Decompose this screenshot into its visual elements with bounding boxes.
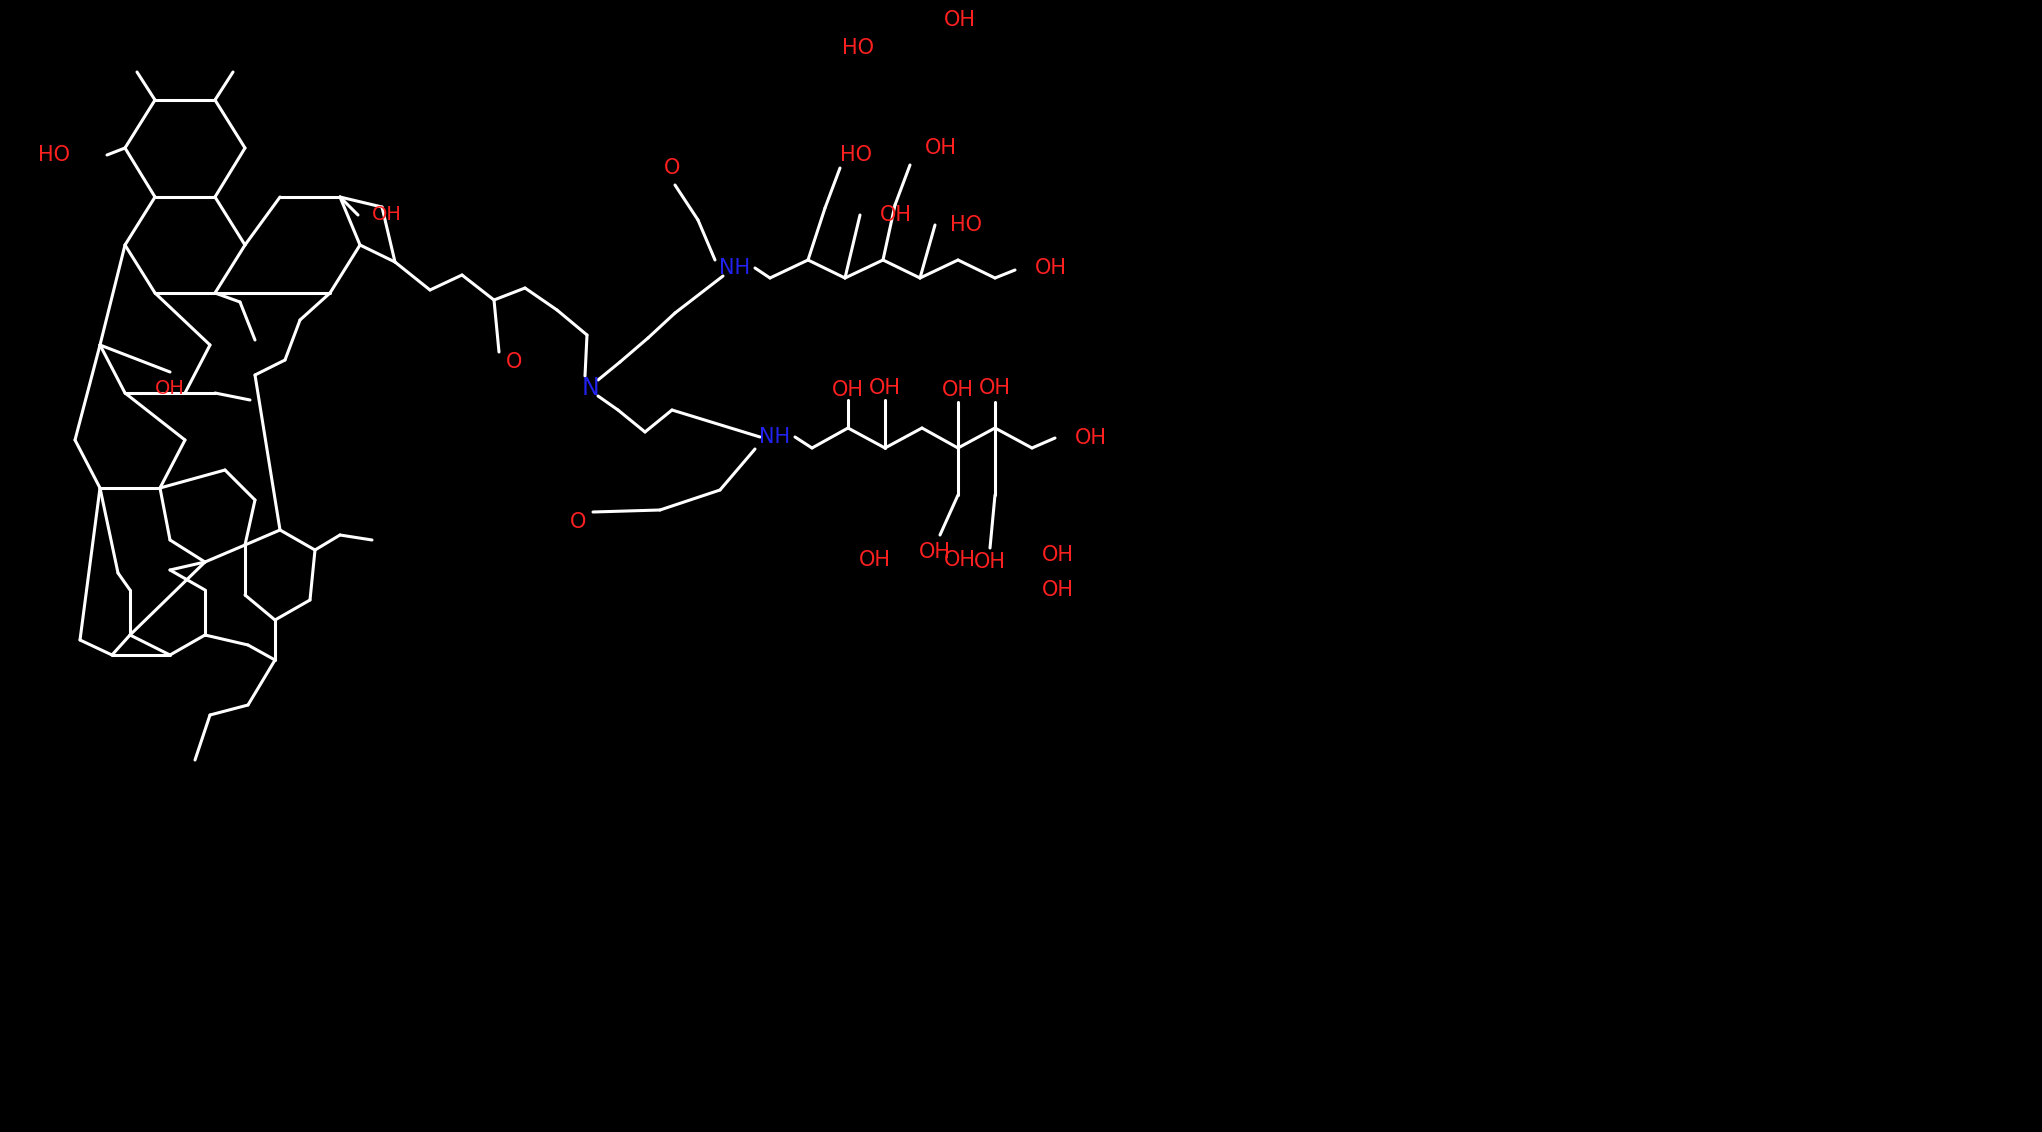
Text: OH: OH bbox=[1041, 580, 1074, 600]
Text: OH: OH bbox=[860, 550, 890, 571]
Text: OH: OH bbox=[974, 552, 1007, 572]
Text: N: N bbox=[582, 376, 598, 400]
Text: OH: OH bbox=[978, 378, 1011, 398]
Text: OH: OH bbox=[372, 206, 402, 224]
Text: O: O bbox=[570, 512, 586, 532]
Text: OH: OH bbox=[1041, 544, 1074, 565]
Text: NH: NH bbox=[719, 258, 751, 278]
Text: OH: OH bbox=[1074, 428, 1107, 448]
Text: OH: OH bbox=[870, 378, 901, 398]
Text: OH: OH bbox=[941, 380, 974, 400]
Text: OH: OH bbox=[919, 542, 952, 561]
Text: O: O bbox=[664, 158, 680, 178]
Text: OH: OH bbox=[943, 550, 976, 571]
Text: HO: HO bbox=[39, 145, 69, 165]
Text: O: O bbox=[506, 352, 523, 372]
Text: HO: HO bbox=[841, 38, 874, 58]
Text: OH: OH bbox=[943, 10, 976, 31]
Text: OH: OH bbox=[1035, 258, 1068, 278]
Text: OH: OH bbox=[831, 380, 864, 400]
Text: HO: HO bbox=[950, 215, 982, 235]
Text: NH: NH bbox=[760, 427, 790, 447]
Text: OH: OH bbox=[155, 378, 186, 397]
Text: OH: OH bbox=[925, 138, 958, 158]
Text: HO: HO bbox=[839, 145, 872, 165]
Text: OH: OH bbox=[880, 205, 913, 225]
